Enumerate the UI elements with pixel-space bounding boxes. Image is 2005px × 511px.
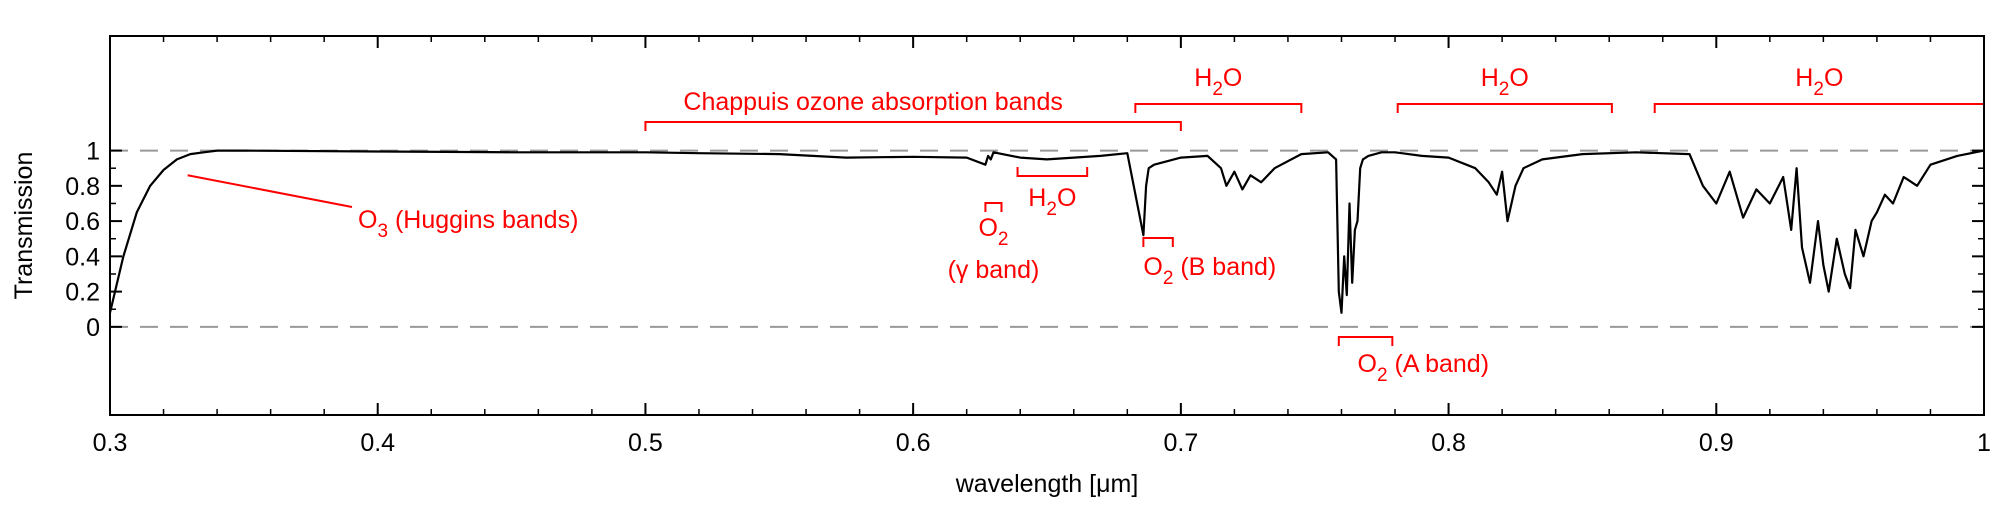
h2o-bracket-1 xyxy=(1134,103,1303,113)
axis-ticks xyxy=(109,36,1985,415)
o2-a-band-label: O2 (A band) xyxy=(1358,350,1489,386)
chappuis-bracket xyxy=(644,121,1182,131)
tick-labels: 0.3 0.4 0.5 0.6 0.7 0.8 0.9 1 0 0.2 0.4 0.6 0.8 1 xyxy=(65,138,1991,457)
y-tick-label: 0.8 xyxy=(65,173,100,201)
o2-gamma-label: O2 xyxy=(978,214,1008,250)
y-axis-label: Transmission xyxy=(10,152,38,300)
o2-b-band-label: O2 (B band) xyxy=(1143,253,1276,289)
o3-huggins-label: O3 (Huggins bands) xyxy=(358,206,578,242)
annotations: O3 (Huggins bands) Chappuis ozone absorpt… xyxy=(187,64,1985,386)
y-tick-label: 0.6 xyxy=(65,208,100,236)
x-tick-label: 0.5 xyxy=(628,429,663,457)
x-tick-label: 0.6 xyxy=(896,429,931,457)
o2-b-bracket xyxy=(1142,237,1174,247)
transmission-curve xyxy=(108,149,1985,314)
h2o-bracket-2 xyxy=(1396,103,1613,113)
x-tick-label: 0.8 xyxy=(1431,429,1466,457)
h2o-bracket-1-label: H2O xyxy=(1194,64,1242,100)
h2o-bracket-3 xyxy=(1653,103,1985,113)
o2-gamma-band-label: (γ band) xyxy=(948,256,1040,284)
x-tick-label: 0.4 xyxy=(360,429,395,457)
y-tick-label: 0 xyxy=(86,314,100,342)
x-axis-label: wavelength [μm] xyxy=(955,470,1139,498)
chappuis-label: Chappuis ozone absorption bands xyxy=(683,88,1062,116)
x-tick-label: 0.7 xyxy=(1163,429,1198,457)
o2-gamma-bracket xyxy=(984,202,1003,212)
y-tick-label: 0.4 xyxy=(65,243,100,271)
h2o-small-label: H2O xyxy=(1028,184,1076,220)
y-tick-label: 1 xyxy=(86,138,100,166)
h2o-bracket-2-label: H2O xyxy=(1481,64,1529,100)
plot-frame xyxy=(109,35,1985,416)
y-tick-label: 0.2 xyxy=(65,279,100,307)
x-tick-label: 0.9 xyxy=(1699,429,1734,457)
h2o-bracket-3-label: H2O xyxy=(1795,64,1843,100)
o3-pointer-line xyxy=(187,174,353,208)
x-tick-label: 1 xyxy=(1977,429,1991,457)
reference-lines xyxy=(110,149,1984,328)
o2-a-bracket xyxy=(1337,336,1394,346)
x-tick-label: 0.3 xyxy=(93,429,128,457)
h2o-small-bracket xyxy=(1016,167,1089,177)
